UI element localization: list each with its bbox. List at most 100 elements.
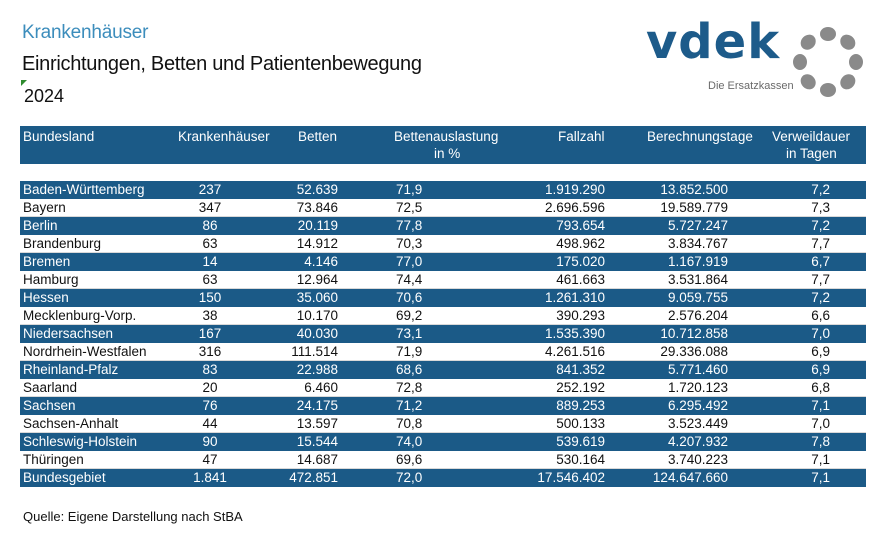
cell-fallzahl: 1.535.390	[544, 326, 605, 341]
cell-krankenhaeuser: 86	[202, 218, 218, 233]
table-row: Niedersachsen 167 40.030 73,1 1.535.390 10.71…	[20, 325, 866, 343]
cell-betten: 111.514	[291, 344, 338, 359]
cell-auslastung: 77,0	[396, 254, 423, 269]
page-title: Einrichtungen, Betten und Patientenbeweg…	[22, 53, 422, 75]
cell-krankenhaeuser: 316	[198, 344, 222, 359]
cell-auslastung: 71,2	[396, 398, 423, 413]
cell-krankenhaeuser: 150	[198, 290, 222, 305]
cell-auslastung: 70,8	[396, 416, 423, 431]
cell-krankenhaeuser: 167	[198, 326, 222, 341]
cell-krankenhaeuser: 1.841	[193, 470, 227, 485]
table-row: Nordrhein-Westfalen 316 111.514 71,9 4.261.5…	[20, 343, 866, 361]
cell-bundesland: Niedersachsen	[23, 326, 114, 341]
year-label: 2024	[24, 86, 65, 106]
cell-betten: 40.030	[296, 326, 338, 341]
col-header-fallzahl: Fallzahl	[558, 129, 605, 144]
col-header-verweildauer-line2: in Tagen	[786, 146, 837, 161]
cell-fallzahl: 2.696.596	[544, 200, 605, 215]
cell-betten: 24.175	[296, 398, 338, 413]
cell-betten: 20.119	[297, 218, 338, 233]
cell-verweildauer: 7,2	[811, 290, 830, 305]
cell-krankenhaeuser: 63	[202, 272, 218, 287]
cell-krankenhaeuser: 83	[202, 362, 218, 377]
col-header-verweildauer: Verweildauer in Tagen	[772, 128, 850, 162]
cell-fallzahl: 841.352	[556, 362, 605, 377]
cell-bundesland: Brandenburg	[23, 236, 102, 251]
cell-bundesland: Sachsen	[23, 398, 76, 413]
cell-betten: 12.964	[296, 272, 338, 287]
logo-ring-dot	[800, 74, 816, 90]
cell-auslastung: 72,0	[396, 470, 423, 485]
cell-verweildauer: 7,1	[811, 470, 830, 485]
table-row: Saarland 20 6.460 72,8 252.192 1.720.123 6,8	[20, 379, 866, 397]
logo-ring-dot	[793, 54, 807, 70]
table-row: Brandenburg 63 14.912 70,3 498.962 3.834.767 7…	[20, 235, 866, 253]
logo-ring-dot	[840, 74, 856, 90]
cell-berechnungstage: 10.712.858	[660, 326, 728, 341]
cell-auslastung: 70,6	[396, 290, 423, 305]
table-row: Schleswig-Holstein 90 15.544 74,0 539.619 4.2…	[20, 433, 866, 451]
col-header-auslastung-line2: in %	[434, 146, 461, 161]
cell-fallzahl: 500.133	[556, 416, 605, 431]
cell-krankenhaeuser: 90	[202, 434, 218, 449]
cell-auslastung: 72,5	[396, 200, 423, 215]
cell-auslastung: 72,8	[396, 380, 423, 395]
table-row: Berlin 86 20.119 77,8 793.654 5.727.247 7,2	[20, 217, 866, 235]
cell-berechnungstage: 13.852.500	[660, 182, 728, 197]
cell-verweildauer: 6,9	[811, 362, 830, 377]
table-row: Sachsen 76 24.175 71,2 889.253 6.295.492 7,1	[20, 397, 866, 415]
cell-berechnungstage: 19.589.779	[660, 200, 728, 215]
cell-krankenhaeuser: 76	[202, 398, 218, 413]
cell-fallzahl: 793.654	[556, 218, 605, 233]
cell-fallzahl: 530.164	[556, 452, 605, 467]
cell-berechnungstage: 4.207.932	[667, 434, 728, 449]
cell-verweildauer: 7,0	[811, 416, 830, 431]
logo-ring-dot	[849, 54, 863, 70]
cell-auslastung: 71,9	[396, 344, 423, 359]
cell-verweildauer: 6,8	[811, 380, 830, 395]
cell-fallzahl: 390.293	[556, 308, 605, 323]
cell-auslastung: 71,9	[396, 182, 423, 197]
logo-ring-dot	[820, 83, 836, 97]
cell-berechnungstage: 6.295.492	[667, 398, 728, 413]
cell-betten: 6.460	[304, 380, 338, 395]
table-row: Thüringen 47 14.687 69,6 530.164 3.740.223 7,1	[20, 451, 866, 469]
cell-betten: 52.639	[296, 182, 338, 197]
cell-bundesland: Schleswig-Holstein	[23, 434, 138, 449]
cell-bundesland: Sachsen-Anhalt	[23, 416, 119, 431]
table-header: Bundesland Krankenhäuser Betten Bettenau…	[20, 126, 866, 164]
cell-verweildauer: 7,2	[811, 218, 830, 233]
cell-betten: 14.912	[296, 236, 338, 251]
cell-bundesland: Bundesgebiet	[23, 470, 106, 485]
table-row: Hessen 150 35.060 70,6 1.261.310 9.059.755 7,2	[20, 289, 866, 307]
cell-krankenhaeuser: 347	[198, 200, 222, 215]
cell-berechnungstage: 3.523.449	[667, 416, 728, 431]
cell-verweildauer: 7,8	[811, 434, 830, 449]
cell-bundesland: Rheinland-Pfalz	[23, 362, 119, 377]
cell-auslastung: 73,1	[396, 326, 423, 341]
table-row: Hamburg 63 12.964 74,4 461.663 3.531.864 7,7	[20, 271, 866, 289]
cell-fallzahl: 1.261.310	[544, 290, 605, 305]
table-row: Baden-Württemberg 237 52.639 71,9 1.919.290 1…	[20, 181, 866, 199]
cell-berechnungstage: 3.740.223	[667, 452, 728, 467]
cell-auslastung: 74,0	[396, 434, 423, 449]
cell-berechnungstage: 9.059.755	[667, 290, 728, 305]
cell-bundesland: Saarland	[23, 380, 78, 395]
col-header-bundesland: Bundesland	[23, 129, 95, 144]
col-header-krankenhaeuser: Krankenhäuser	[178, 129, 270, 144]
logo-ring-icon	[793, 27, 863, 97]
logo-ring-dot	[820, 27, 836, 41]
logo-ring-dot	[800, 34, 816, 50]
cell-berechnungstage: 1.167.919	[667, 254, 728, 269]
col-header-betten: Betten	[298, 129, 338, 144]
cell-verweildauer: 6,7	[811, 254, 830, 269]
cell-fallzahl: 461.663	[556, 272, 605, 287]
cell-berechnungstage: 29.336.088	[660, 344, 728, 359]
table-row: Bremen 14 4.146 77,0 175.020 1.167.919 6,7	[20, 253, 866, 271]
cell-verweildauer: 7,0	[811, 326, 830, 341]
cell-betten: 35.060	[296, 290, 338, 305]
cell-berechnungstage: 5.727.247	[667, 218, 728, 233]
cell-krankenhaeuser: 44	[202, 416, 218, 431]
col-header-auslastung: Bettenauslastung in %	[394, 128, 498, 162]
cell-betten: 15.544	[296, 434, 338, 449]
